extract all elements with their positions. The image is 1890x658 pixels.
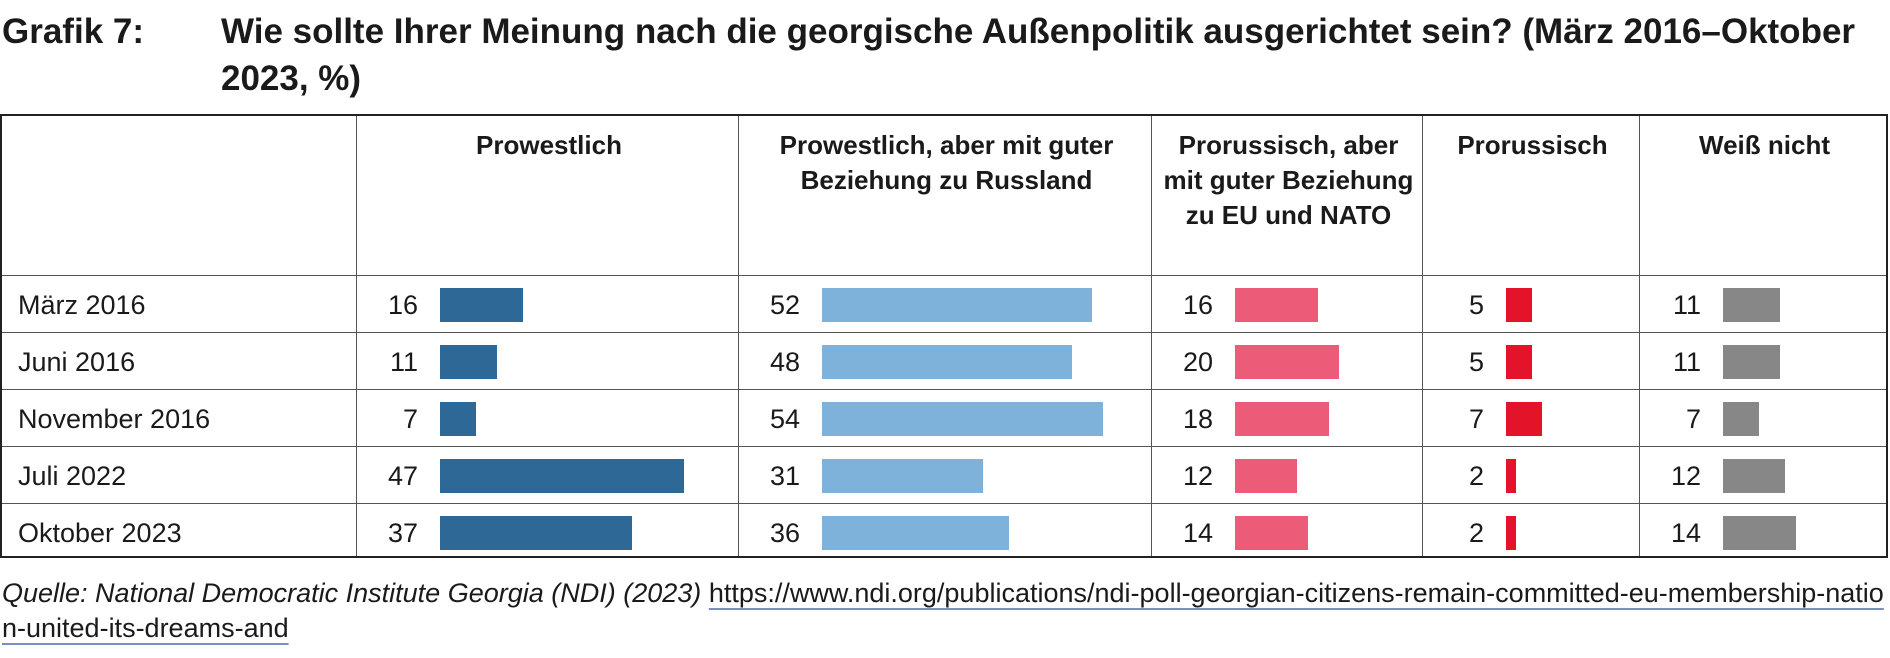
column-divider [1151,116,1152,556]
bar-prorussisch-aber-mit-guter-beziehung-zu-eu-und-nato [1235,459,1298,493]
value-prowestlich: 11 [389,347,418,377]
source-note: Quelle: National Democratic Institute Ge… [2,576,1888,646]
row-label-november-2016: November 2016 [18,404,211,434]
bar-prorussisch-aber-mit-guter-beziehung-zu-eu-und-nato [1235,402,1329,436]
row-label-maerz-2016: März 2016 [18,290,146,320]
value-weiss-nicht: 14 [1670,518,1701,548]
column-header-prorussisch: Prorussisch [1457,130,1608,160]
value-prowestlich-aber-mit-guter-beziehung-zu-russland: 52 [769,290,800,320]
source-citation: Quelle: National Democratic Institute Ge… [2,578,702,608]
column-divider [738,116,739,556]
bar-weiss-nicht [1723,459,1786,493]
value-weiss-nicht: 7 [1685,404,1701,434]
value-prorussisch: 5 [1468,290,1484,320]
value-prorussisch-aber-mit-guter-beziehung-zu-eu-und-nato: 12 [1182,461,1213,491]
bar-prowestlich-aber-mit-guter-beziehung-zu-russland [822,345,1072,379]
bar-prowestlich-aber-mit-guter-beziehung-zu-russland [822,516,1010,550]
value-prowestlich: 47 [387,461,418,491]
bar-weiss-nicht [1723,516,1796,550]
header-divider [2,275,1886,276]
value-prowestlich: 37 [387,518,418,548]
bar-prowestlich [440,402,477,436]
value-prorussisch-aber-mit-guter-beziehung-zu-eu-und-nato: 18 [1182,404,1213,434]
value-weiss-nicht: 12 [1670,461,1701,491]
bar-prowestlich [440,459,685,493]
value-prowestlich-aber-mit-guter-beziehung-zu-russland: 48 [769,347,800,377]
row-divider [2,389,1886,390]
value-prorussisch-aber-mit-guter-beziehung-zu-eu-und-nato: 14 [1182,518,1213,548]
bar-weiss-nicht [1723,345,1781,379]
bar-prorussisch-aber-mit-guter-beziehung-zu-eu-und-nato [1235,516,1308,550]
row-divider [2,332,1886,333]
bar-weiss-nicht [1723,402,1760,436]
bar-prorussisch-aber-mit-guter-beziehung-zu-eu-und-nato [1235,288,1319,322]
column-divider [1422,116,1423,556]
bar-prowestlich [440,516,633,550]
figure-label: Grafik 7: [2,12,144,51]
value-prowestlich-aber-mit-guter-beziehung-zu-russland: 36 [769,518,800,548]
value-prorussisch: 7 [1468,404,1484,434]
row-label-oktober-2023: Oktober 2023 [18,518,182,548]
value-prorussisch-aber-mit-guter-beziehung-zu-eu-und-nato: 16 [1182,290,1213,320]
column-header-prowestlich-aber-mit-guter-beziehung-zu-russland: Prowestlich, aber mit guter Beziehung zu… [779,130,1114,195]
column-divider [356,116,357,556]
row-label-juli-2022: Juli 2022 [18,461,127,491]
bar-prorussisch [1506,345,1532,379]
value-prowestlich-aber-mit-guter-beziehung-zu-russland: 54 [769,404,800,434]
value-weiss-nicht: 11 [1672,290,1701,320]
bar-prorussisch [1506,516,1517,550]
bar-prowestlich [440,288,524,322]
row-label-juni-2016: Juni 2016 [18,347,136,377]
bar-prorussisch [1506,459,1517,493]
bar-prowestlich-aber-mit-guter-beziehung-zu-russland [822,402,1103,436]
row-divider [2,503,1886,504]
bar-prowestlich-aber-mit-guter-beziehung-zu-russland [822,288,1093,322]
column-header-weiss-nicht: Weiß nicht [1699,130,1830,160]
value-prowestlich: 7 [402,404,418,434]
value-prowestlich: 16 [387,290,418,320]
value-prorussisch: 5 [1468,347,1484,377]
value-prorussisch: 2 [1468,518,1484,548]
bar-prowestlich [440,345,498,379]
value-weiss-nicht: 11 [1672,347,1701,377]
value-prowestlich-aber-mit-guter-beziehung-zu-russland: 31 [769,461,800,491]
value-prorussisch: 2 [1468,461,1484,491]
bar-prorussisch [1506,402,1543,436]
bar-prorussisch-aber-mit-guter-beziehung-zu-eu-und-nato [1235,345,1339,379]
chart-title: Wie sollte Ihrer Meinung nach die georgi… [221,12,1856,98]
column-header-prorussisch-aber-mit-guter-beziehung-zu-eu-und-nato: Prorussisch, aber mit guter Beziehung zu… [1163,130,1414,230]
column-header-prowestlich: Prowestlich [476,130,622,160]
bar-weiss-nicht [1723,288,1781,322]
column-divider [1639,116,1640,556]
row-divider [2,446,1886,447]
value-prorussisch-aber-mit-guter-beziehung-zu-eu-und-nato: 20 [1182,347,1213,377]
bar-prowestlich-aber-mit-guter-beziehung-zu-russland [822,459,984,493]
data-table: Prowestlich Prowestlich, aber mit guter B… [0,114,1888,558]
source-link[interactable]: https://www.ndi.org/publications/ndi-pol… [2,578,1884,643]
bar-prorussisch [1506,288,1532,322]
